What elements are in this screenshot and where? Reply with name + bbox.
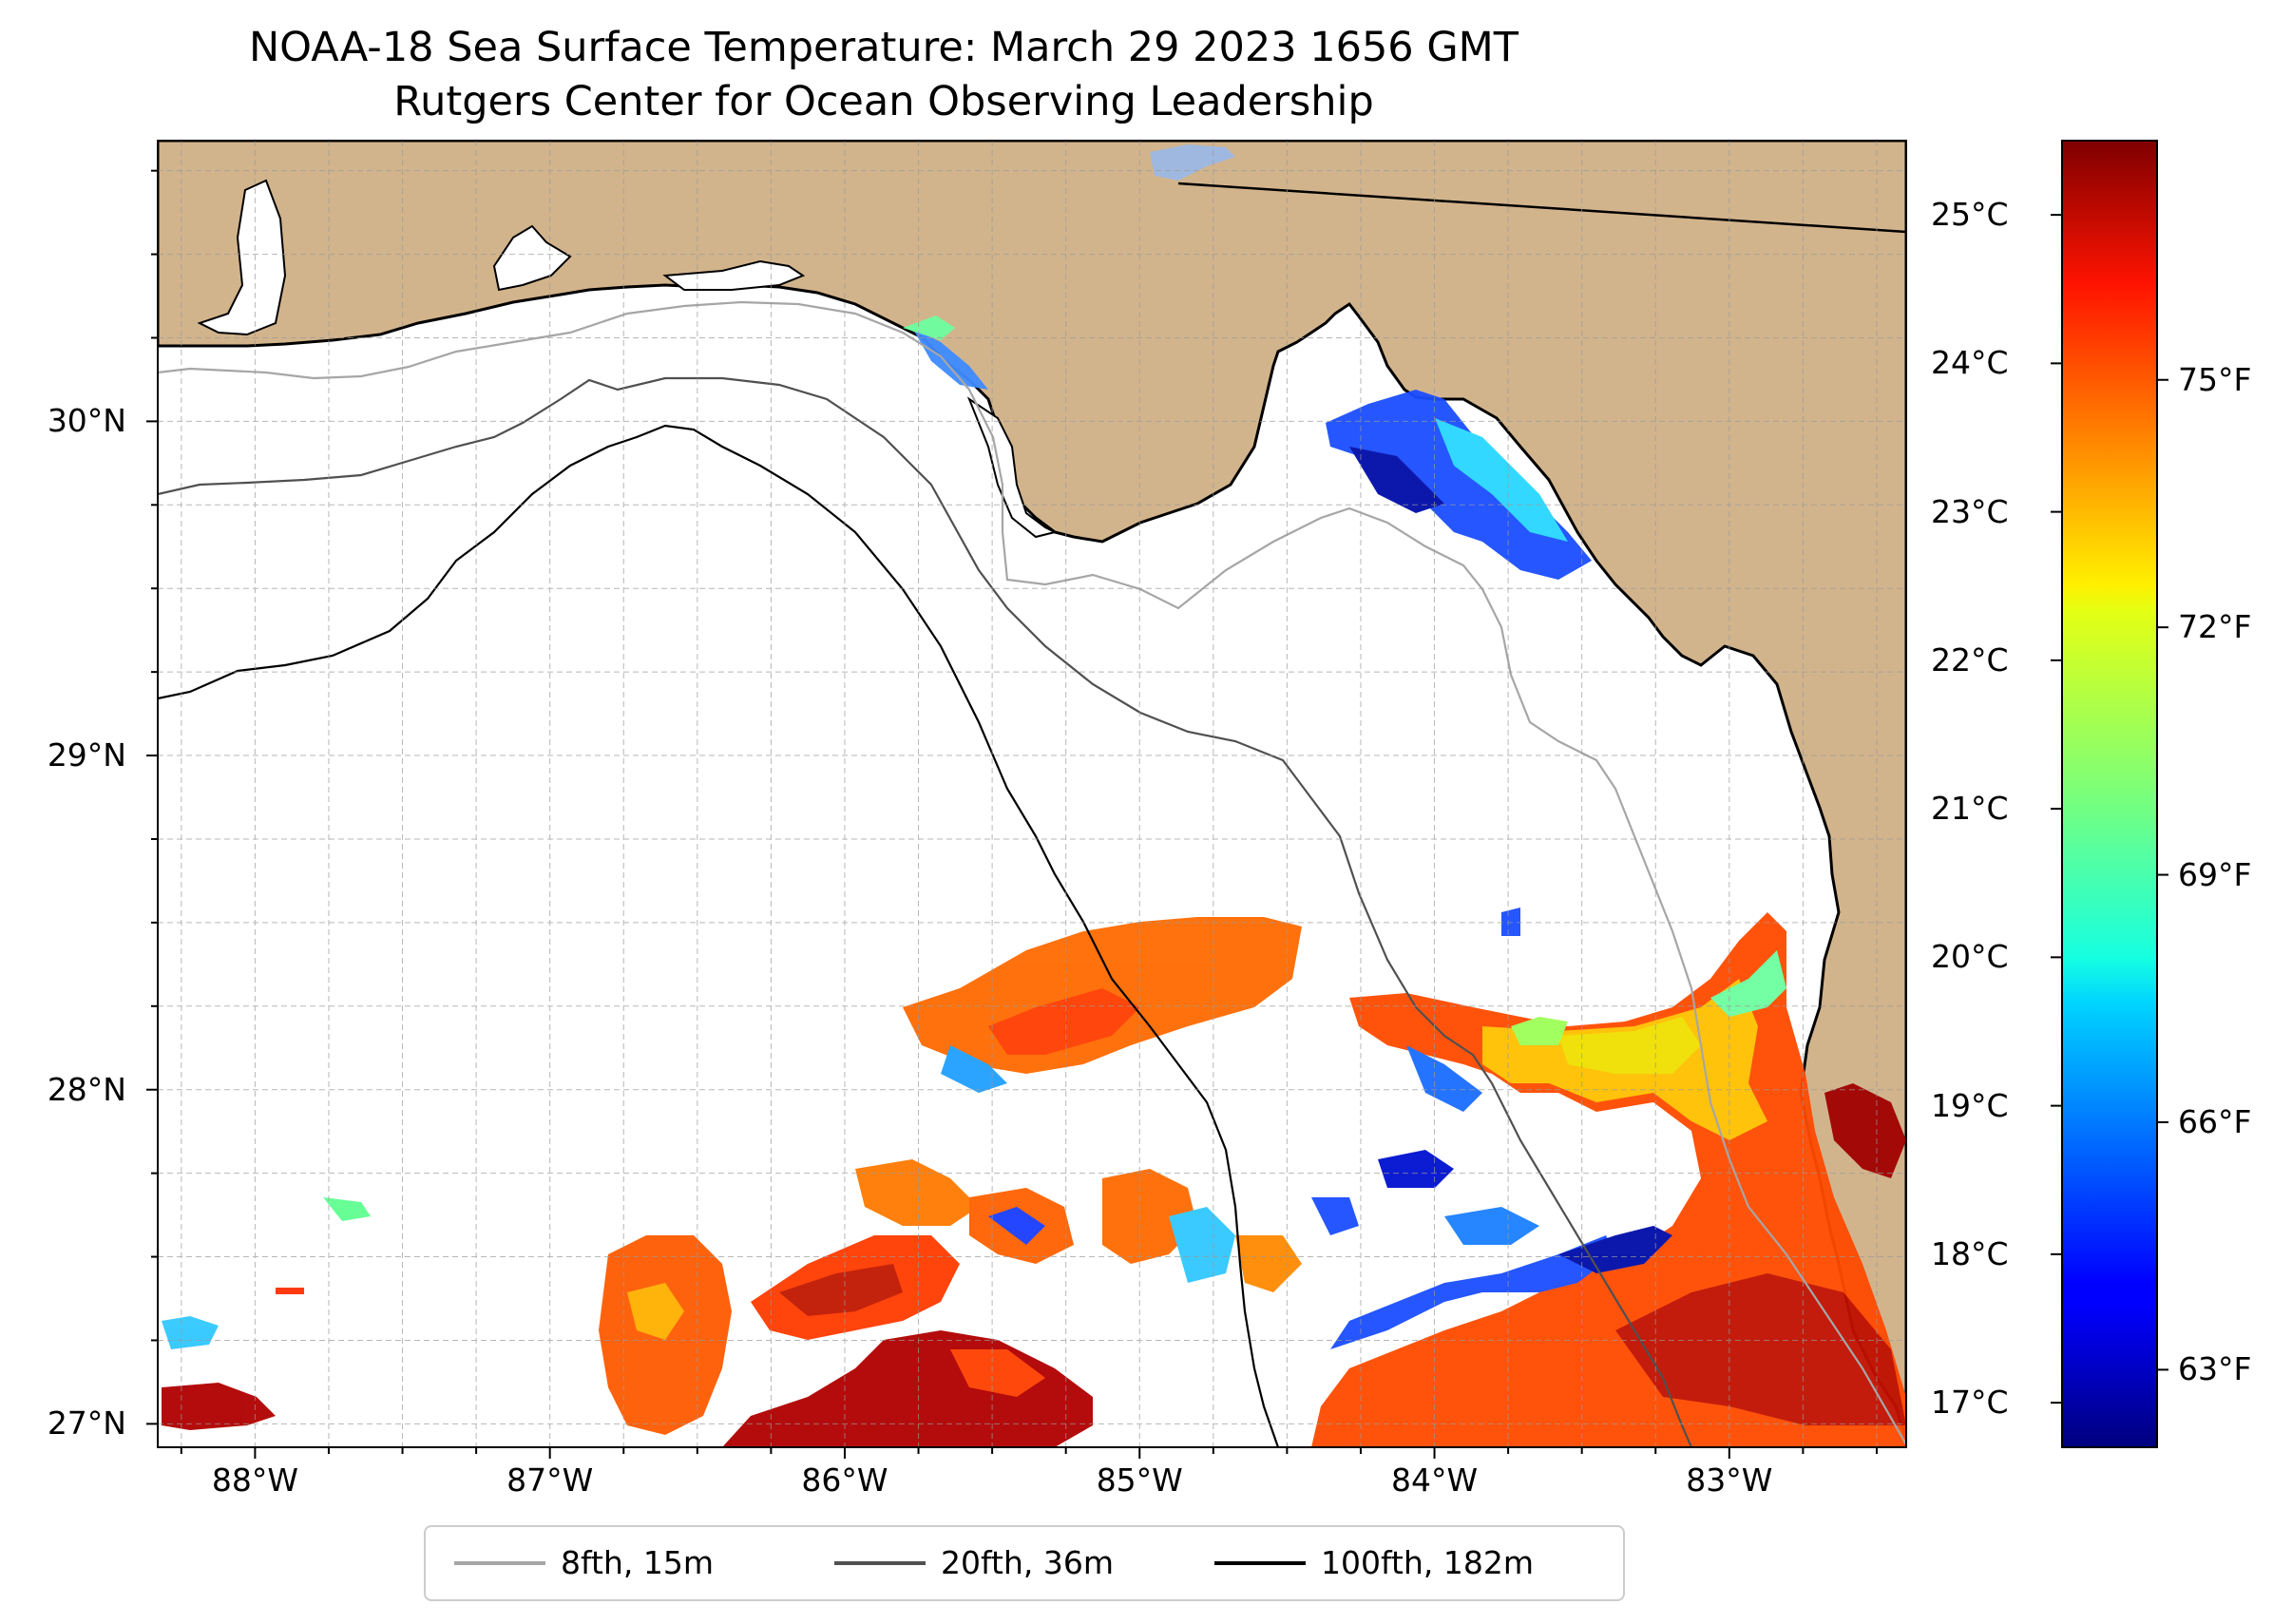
lon-label: 85°W — [1096, 1462, 1183, 1499]
fahrenheit-label: 66°F — [2178, 1102, 2252, 1140]
lat-label: 29°N — [47, 736, 126, 774]
isobath-182m — [158, 424, 1280, 1447]
pensacola-bay — [492, 224, 572, 292]
celsius-label: 17°C — [1931, 1384, 2009, 1422]
map-gridlines — [158, 141, 1906, 1447]
choctawhatchee-bay — [662, 259, 806, 291]
lon-label: 83°W — [1686, 1462, 1773, 1499]
lon-label: 88°W — [211, 1462, 298, 1499]
legend-label-15m: 8fth, 15m — [561, 1544, 715, 1581]
celsius-label: 24°C — [1931, 344, 2009, 382]
lon-label: 87°W — [506, 1462, 594, 1499]
legend-swatch-182m — [1214, 1561, 1306, 1565]
fahrenheit-label: 72°F — [2178, 608, 2252, 646]
celsius-label: 25°C — [1931, 196, 2009, 234]
colorbar-ticks — [2051, 214, 2168, 1404]
legend-label-36m: 20fth, 36m — [941, 1544, 1114, 1581]
celsius-label: 19°C — [1931, 1086, 2009, 1124]
legend-swatch-15m — [454, 1561, 545, 1565]
mobile-bay — [197, 179, 287, 336]
lat-label: 27°N — [47, 1404, 126, 1442]
celsius-label: 20°C — [1931, 938, 2009, 976]
legend-label-182m: 100fth, 182m — [1321, 1544, 1534, 1581]
colorbar — [2061, 140, 2158, 1448]
map-frame — [157, 140, 1907, 1448]
lat-label: 30°N — [47, 402, 126, 440]
isobath-36m — [158, 376, 1693, 1447]
lake-seminole — [1150, 144, 1235, 181]
axis-ticks — [146, 169, 1878, 1459]
lon-label: 84°W — [1390, 1462, 1479, 1499]
legend-swatch-36m — [834, 1561, 926, 1565]
map-subtitle: Rutgers Center for Ocean Observing Leade… — [393, 78, 1374, 125]
celsius-label: 22°C — [1931, 640, 2009, 678]
fahrenheit-label: 75°F — [2178, 360, 2252, 398]
lat-label: 28°N — [47, 1070, 126, 1108]
map-title: NOAA-18 Sea Surface Temperature: March 2… — [248, 24, 1519, 71]
celsius-label: 21°C — [1931, 790, 2009, 828]
fahrenheit-label: 63°F — [2178, 1350, 2252, 1388]
celsius-label: 18°C — [1931, 1234, 2009, 1272]
lon-label: 86°W — [801, 1462, 888, 1499]
isobath-legend: 8fth, 15m 20fth, 36m 100fth, 182m — [424, 1525, 1625, 1601]
state-boundary — [1177, 182, 1906, 234]
celsius-label: 23°C — [1931, 492, 2009, 530]
fahrenheit-label: 69°F — [2178, 855, 2252, 893]
